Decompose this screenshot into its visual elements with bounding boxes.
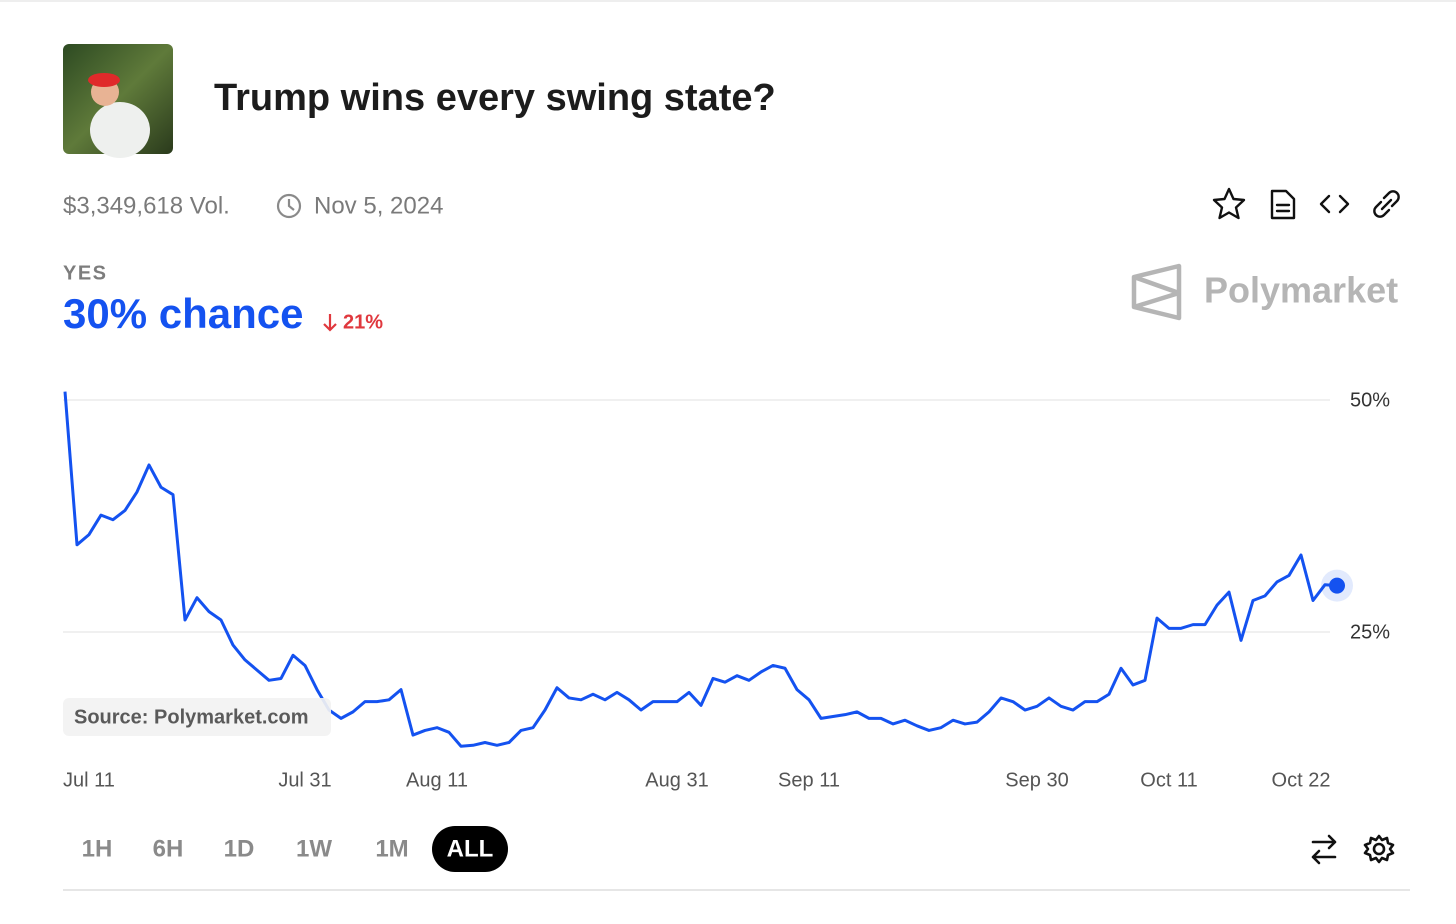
x-tick-label: Sep 30 bbox=[1005, 769, 1068, 791]
x-tick-label: Oct 22 bbox=[1272, 769, 1331, 791]
range-selector: 1H 6H 1D 1W 1M ALL bbox=[82, 826, 508, 872]
x-tick-label: Aug 31 bbox=[645, 769, 708, 791]
range-label: 1M bbox=[375, 835, 408, 862]
x-tick-label: Aug 11 bbox=[406, 769, 468, 791]
range-label: 1H bbox=[82, 835, 113, 862]
link-icon[interactable] bbox=[1373, 190, 1400, 218]
x-tick-label: Jul 31 bbox=[278, 769, 331, 791]
x-tick-label: Sep 11 bbox=[778, 769, 840, 791]
swap-icon[interactable] bbox=[1311, 834, 1337, 865]
change: 21% bbox=[343, 311, 383, 333]
down-arrow bbox=[323, 314, 337, 332]
y-tick-label: 50% bbox=[1350, 389, 1390, 411]
brand-logo bbox=[1131, 263, 1182, 321]
range-label: 1D bbox=[224, 835, 255, 862]
volume: $3,349,618 Vol. bbox=[63, 192, 230, 219]
current-point bbox=[1329, 577, 1345, 594]
source: Source: Polymarket.com bbox=[74, 706, 309, 728]
favorite-icon[interactable] bbox=[1212, 187, 1246, 220]
price-chart: 25% 50% Jul 11 Jul 31 Aug 11 Aug 31 Sep 11 Sep … bbox=[63, 389, 1390, 791]
price-line bbox=[63, 391, 1338, 748]
document-icon[interactable] bbox=[1270, 189, 1296, 220]
clock-icon bbox=[276, 193, 302, 219]
market-image bbox=[63, 44, 173, 158]
range-active-pill bbox=[432, 826, 508, 872]
title: Trump wins every swing state? bbox=[214, 77, 776, 119]
x-tick-label: Jul 11 bbox=[63, 769, 115, 791]
embed-icon[interactable] bbox=[1319, 194, 1350, 214]
range-button[interactable]: 1M bbox=[375, 835, 408, 862]
chance: 30% chance bbox=[63, 290, 303, 337]
range-label: 1W bbox=[296, 835, 332, 862]
range-button[interactable]: 1D bbox=[224, 835, 255, 862]
outcome-label: YES bbox=[63, 262, 108, 284]
range-button[interactable]: 1W bbox=[296, 835, 332, 862]
range-label: ALL bbox=[447, 835, 494, 862]
settings-icon[interactable] bbox=[1363, 834, 1395, 864]
y-tick-label: 25% bbox=[1350, 621, 1390, 643]
brand-name: Polymarket bbox=[1204, 270, 1398, 311]
range-button[interactable]: 1H bbox=[82, 835, 113, 862]
range-button[interactable]: 6H bbox=[153, 835, 184, 862]
end-date: Nov 5, 2024 bbox=[314, 192, 443, 219]
range-label: 6H bbox=[153, 835, 184, 862]
source-badge bbox=[63, 698, 331, 736]
x-tick-label: Oct 11 bbox=[1140, 769, 1197, 791]
range-button[interactable]: ALL bbox=[432, 826, 508, 872]
